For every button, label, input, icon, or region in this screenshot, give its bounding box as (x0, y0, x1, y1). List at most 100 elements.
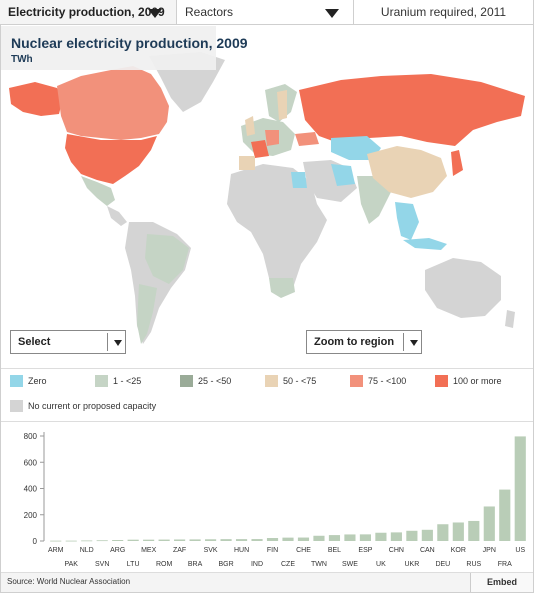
bar-fra[interactable] (499, 489, 511, 541)
chevron-down-icon[interactable] (148, 9, 162, 18)
map-region-uk[interactable] (245, 116, 255, 136)
tab-label: Reactors (185, 5, 234, 19)
bar-bel[interactable] (328, 535, 341, 541)
zoom-region-label: Zoom to region (314, 336, 395, 348)
map-region-france[interactable] (251, 140, 269, 158)
bar-ukr[interactable] (406, 530, 418, 541)
x-tick-label-us: US (515, 547, 525, 554)
y-tick-label: 0 (33, 537, 38, 546)
bar-ind[interactable] (251, 539, 263, 541)
map-region-argentina[interactable] (137, 284, 157, 344)
bar-swe[interactable] (344, 534, 356, 541)
map-region-indonesia[interactable] (403, 238, 447, 250)
bar-bgr[interactable] (220, 539, 232, 541)
zoom-region-select[interactable]: Zoom to region (306, 330, 422, 354)
x-tick-label-fra: FRA (498, 561, 512, 568)
legend-swatch-1-25 (95, 375, 108, 387)
bar-esp[interactable] (359, 534, 371, 541)
bar-rom[interactable] (158, 539, 170, 541)
map-region-southeast-asia[interactable] (395, 202, 419, 240)
map-title: Nuclear electricity production, 2009 (11, 35, 248, 51)
map-region-new-zealand[interactable] (505, 310, 515, 328)
map-region-russia[interactable] (299, 74, 525, 146)
bar-che[interactable] (297, 537, 310, 541)
bar-nld[interactable] (81, 540, 93, 542)
tab-reactors[interactable]: Reactors (177, 0, 354, 25)
country-select[interactable]: Select (10, 330, 126, 354)
map-region-africa[interactable] (227, 164, 327, 296)
bar-ltu[interactable] (127, 539, 139, 541)
tab-uranium-required[interactable]: Uranium required, 2011 (354, 0, 534, 25)
map-region-sweden[interactable] (277, 90, 287, 120)
chevron-down-icon[interactable] (114, 340, 122, 346)
tab-electricity-production[interactable]: Electricity production, 2009 (0, 0, 177, 25)
map-region-alaska[interactable] (9, 82, 63, 116)
x-tick-label-zaf: ZAF (173, 547, 186, 554)
x-tick-label-kor: KOR (451, 547, 466, 554)
map-region-japan[interactable] (451, 150, 463, 176)
x-tick-label-ltu: LTU (127, 561, 140, 568)
map-region-mexico[interactable] (81, 176, 115, 206)
map-region-usa[interactable] (65, 134, 157, 184)
embed-button[interactable]: Embed (470, 573, 533, 592)
bar-chart: 0 200 400 600 800 ARM PAK NLD SVN ARG LTU MEX ROM ZAF… (0, 421, 534, 571)
map-region-south-africa[interactable] (269, 278, 295, 298)
map-region-egypt[interactable] (291, 172, 307, 188)
map-region-germany[interactable] (265, 130, 279, 146)
x-tick-label-hun: HUN (234, 547, 249, 554)
bar-rus[interactable] (468, 520, 480, 541)
map-region-china[interactable] (367, 146, 447, 198)
bar-kor[interactable] (452, 522, 464, 541)
map-region-iran[interactable] (331, 164, 355, 186)
bar-arg[interactable] (112, 540, 124, 541)
tab-bar: Electricity production, 2009 Reactors Ur… (0, 0, 534, 26)
world-map[interactable] (1, 26, 533, 366)
map-region-ukraine[interactable] (295, 132, 319, 146)
bar-jpn[interactable] (483, 506, 495, 541)
map-region-spain[interactable] (239, 156, 255, 170)
bar-bra[interactable] (189, 539, 201, 541)
bar-mex[interactable] (143, 539, 155, 541)
tab-label: Electricity production, 2009 (8, 5, 165, 19)
map-region-canada[interactable] (57, 66, 169, 140)
bar-us[interactable] (514, 436, 526, 541)
bar-uk[interactable] (375, 532, 387, 541)
legend-label-zero: Zero (28, 376, 47, 386)
bar-cze[interactable] (282, 537, 294, 541)
x-tick-label-uk: UK (376, 561, 386, 568)
bar-svk[interactable] (205, 539, 217, 541)
x-tick-label-arg: ARG (110, 547, 125, 554)
tab-label: Uranium required, 2011 (380, 5, 507, 19)
bar-fin[interactable] (266, 538, 279, 541)
chevron-down-icon[interactable] (325, 9, 339, 18)
map-region-australia[interactable] (425, 258, 501, 318)
country-select-label: Select (18, 336, 51, 348)
map-region-central-america[interactable] (107, 206, 127, 226)
x-tick-label-bra: BRA (188, 561, 203, 568)
x-tick-label-pak: PAK (64, 561, 78, 568)
bar-hun[interactable] (235, 539, 248, 541)
x-tick-label-nld: NLD (80, 547, 94, 554)
legend-label-none: No current or proposed capacity (28, 401, 157, 411)
x-tick-label-che: CHE (296, 547, 311, 554)
bar-arm[interactable] (50, 540, 62, 542)
chevron-down-icon[interactable] (410, 340, 418, 346)
bar-deu[interactable] (437, 524, 449, 541)
world-map-svg[interactable] (1, 26, 533, 366)
x-tick-label-arm: ARM (48, 547, 64, 554)
bar-pak[interactable] (65, 540, 77, 542)
legend-swatch-none (10, 400, 23, 412)
legend-swatch-25-50 (180, 375, 193, 387)
x-tick-label-bel: BEL (328, 547, 341, 554)
bar-svn[interactable] (96, 540, 108, 542)
y-tick-label: 400 (24, 485, 38, 494)
bar-zaf[interactable] (174, 539, 186, 541)
bar-can[interactable] (421, 529, 433, 541)
x-tick-label-esp: ESP (358, 547, 372, 554)
bar-twn[interactable] (313, 535, 325, 541)
x-tick-label-ukr: UKR (404, 561, 419, 568)
bar-chn[interactable] (390, 532, 402, 541)
map-region-brazil[interactable] (145, 234, 189, 284)
x-tick-label-fin: FIN (267, 547, 278, 554)
map-region-india[interactable] (357, 176, 391, 224)
